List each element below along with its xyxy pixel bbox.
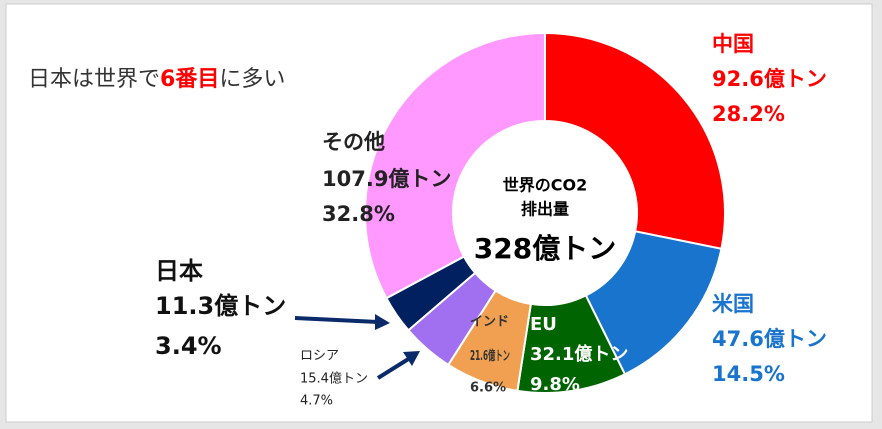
slice-label: 日本 bbox=[155, 257, 203, 285]
slice-value: 15.4億トン bbox=[300, 371, 368, 387]
slice-percent: 6.6% bbox=[470, 381, 506, 396]
slice-value: 32.1億トン bbox=[530, 343, 628, 365]
slice-label: 中国 bbox=[712, 32, 754, 56]
slice-label: インド bbox=[470, 315, 509, 330]
center-label: 世界のCO2 bbox=[503, 176, 587, 195]
slice-value-part: 21.6億トン bbox=[470, 348, 510, 364]
wedge bbox=[544, 31, 726, 251]
donut-hole bbox=[454, 122, 636, 304]
slice-label: 米国 bbox=[712, 292, 754, 316]
center-label: 排出量 bbox=[521, 200, 569, 219]
subtitle: 日本は世界で6番目に多い bbox=[28, 67, 285, 92]
slice-percent: 3.4% bbox=[155, 332, 222, 360]
subtitle-highlight: 6番目 bbox=[160, 67, 219, 92]
slice-percent: 32.8% bbox=[322, 202, 395, 226]
subtitle-part: に多い bbox=[219, 67, 285, 92]
arrow bbox=[376, 356, 412, 380]
slice-percent: 4.7% bbox=[300, 394, 333, 409]
slice-label: ロシア bbox=[300, 349, 339, 364]
slice-value: 107.9億トン bbox=[322, 167, 451, 191]
slice-label: その他 bbox=[322, 130, 385, 154]
slice-value: 47.6億トン bbox=[712, 327, 827, 351]
arrows bbox=[294, 314, 420, 380]
wedge bbox=[364, 31, 546, 300]
slice-label: EU bbox=[530, 314, 557, 335]
slice-value: 11.3億トン bbox=[155, 292, 286, 320]
arrow bbox=[294, 316, 379, 324]
arrow-head bbox=[403, 351, 420, 366]
slice-percent: 9.8% bbox=[530, 374, 580, 395]
arrow-head bbox=[375, 314, 390, 330]
slice-value: 92.6億トン bbox=[712, 67, 827, 91]
slice-value: 21.6億トン bbox=[470, 348, 510, 364]
slice-percent: 28.2% bbox=[712, 102, 785, 126]
center-total: 328億トン bbox=[474, 232, 616, 265]
subtitle-part: 日本は世界で bbox=[28, 67, 160, 92]
slice-percent: 14.5% bbox=[712, 362, 785, 386]
